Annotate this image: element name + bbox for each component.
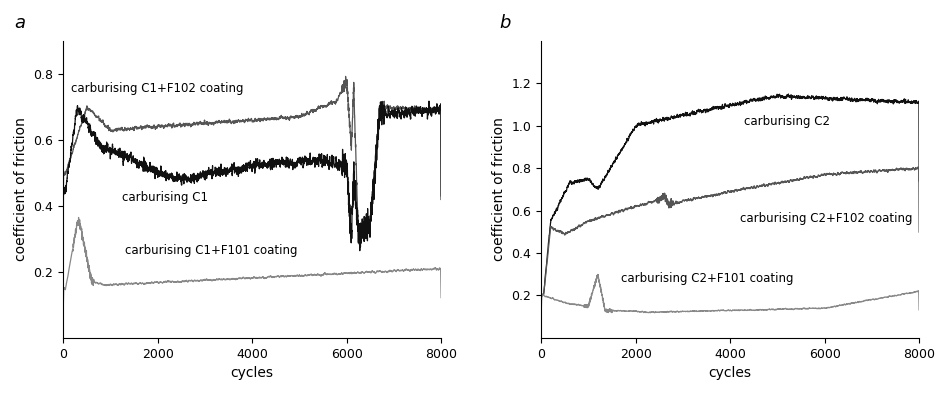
Text: carburising C1+F102 coating: carburising C1+F102 coating [71,82,243,95]
Text: carburising C2+F102 coating: carburising C2+F102 coating [739,212,912,225]
X-axis label: cycles: cycles [709,366,752,380]
Y-axis label: coefficient of friction: coefficient of friction [492,117,506,261]
Text: a: a [14,14,25,32]
Text: carburising C2: carburising C2 [744,115,830,128]
Text: carburising C1: carburising C1 [122,191,208,204]
Text: carburising C2+F101 coating: carburising C2+F101 coating [622,271,794,284]
Text: b: b [499,14,511,32]
Text: carburising C1+F101 coating: carburising C1+F101 coating [124,244,297,257]
Y-axis label: coefficient of friction: coefficient of friction [14,117,28,261]
X-axis label: cycles: cycles [231,366,273,380]
